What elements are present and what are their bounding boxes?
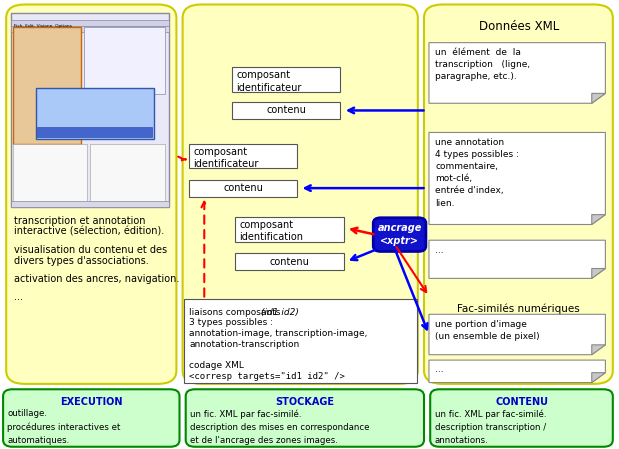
- Polygon shape: [429, 132, 605, 224]
- FancyBboxPatch shape: [3, 389, 180, 447]
- Text: une portion d'image
(un ensemble de pixel): une portion d'image (un ensemble de pixe…: [435, 320, 540, 341]
- Bar: [232, 102, 340, 119]
- Bar: [37, 127, 152, 137]
- Polygon shape: [592, 373, 605, 383]
- Text: annotation-image, transcription-image,: annotation-image, transcription-image,: [189, 329, 368, 338]
- Text: une annotation
4 types possibles :
commentaire,
mot-clé,
entrée d'index,
lien.: une annotation 4 types possibles : comme…: [435, 138, 519, 207]
- Text: ancrage
<xptr>: ancrage <xptr>: [378, 224, 422, 246]
- Polygon shape: [429, 43, 605, 103]
- Text: procédures interactives et: procédures interactives et: [7, 423, 121, 432]
- Bar: [189, 180, 297, 197]
- Bar: [235, 217, 344, 242]
- Text: CONTENU: CONTENU: [495, 397, 548, 407]
- Bar: [36, 88, 154, 139]
- Bar: [232, 67, 340, 92]
- Text: composant
identification: composant identification: [240, 220, 303, 242]
- FancyBboxPatch shape: [430, 389, 613, 447]
- Text: et de l'ancrage des zones images.: et de l'ancrage des zones images.: [190, 436, 338, 445]
- Text: <corresp targets="id1 id2" />: <corresp targets="id1 id2" />: [189, 372, 345, 381]
- Bar: [11, 26, 169, 32]
- Text: (id1 id2): (id1 id2): [261, 308, 298, 317]
- Text: visualisation du contenu et des: visualisation du contenu et des: [14, 245, 167, 255]
- Text: annotation-transcription: annotation-transcription: [189, 340, 300, 349]
- Text: liaisons composants: liaisons composants: [189, 308, 284, 317]
- Text: automatiques.: automatiques.: [7, 436, 70, 445]
- Text: ...: ...: [435, 365, 444, 374]
- Polygon shape: [592, 345, 605, 355]
- Text: ...: ...: [435, 246, 444, 255]
- Bar: [189, 144, 297, 168]
- Text: EXECUTION: EXECUTION: [60, 397, 123, 407]
- Text: un fic. XML par fac-similé.: un fic. XML par fac-similé.: [190, 409, 301, 419]
- Text: description transcription /: description transcription /: [435, 423, 546, 432]
- Text: 3 types possibles :: 3 types possibles :: [189, 318, 274, 327]
- Bar: [11, 13, 169, 207]
- Text: composant
identificateur: composant identificateur: [236, 70, 302, 93]
- FancyBboxPatch shape: [373, 218, 426, 251]
- Polygon shape: [429, 360, 605, 383]
- FancyBboxPatch shape: [424, 4, 613, 384]
- Bar: [11, 201, 169, 207]
- Text: un  élément  de  la
transcription   (ligne,
paragraphe, etc.).: un élément de la transcription (ligne, p…: [435, 48, 530, 81]
- Text: activation des ancres, navigation.: activation des ancres, navigation.: [14, 274, 179, 284]
- Text: divers types d'associations.: divers types d'associations.: [14, 256, 149, 266]
- Text: codage XML: codage XML: [189, 361, 245, 370]
- Text: Fich. Edit. Visionn. Options: Fich. Edit. Visionn. Options: [14, 24, 72, 28]
- Bar: [13, 27, 81, 144]
- Text: transcription et annotation: transcription et annotation: [14, 216, 145, 225]
- Bar: [184, 299, 417, 383]
- Polygon shape: [592, 93, 605, 103]
- Text: ...: ...: [14, 292, 23, 302]
- Text: STOCKAGE: STOCKAGE: [275, 397, 334, 407]
- Polygon shape: [592, 215, 605, 224]
- Text: un fic. XML par fac-similé.: un fic. XML par fac-similé.: [435, 409, 546, 419]
- FancyBboxPatch shape: [186, 389, 424, 447]
- Text: contenu: contenu: [223, 183, 263, 193]
- Text: Fac-similés numériques: Fac-similés numériques: [457, 303, 580, 313]
- Text: contenu: contenu: [269, 257, 310, 267]
- Text: description des mises en correspondance: description des mises en correspondance: [190, 423, 370, 432]
- FancyBboxPatch shape: [6, 4, 176, 384]
- Polygon shape: [429, 314, 605, 355]
- Text: Données XML: Données XML: [478, 20, 559, 33]
- Text: annotations.: annotations.: [435, 436, 488, 445]
- Text: outillage.: outillage.: [7, 409, 48, 418]
- Bar: [13, 144, 87, 202]
- Text: interactive (sélection, édition).: interactive (sélection, édition).: [14, 227, 164, 237]
- Polygon shape: [592, 269, 605, 278]
- Text: composant
identificateur: composant identificateur: [193, 147, 259, 169]
- Text: contenu: contenu: [266, 106, 306, 115]
- Bar: [84, 27, 165, 94]
- Polygon shape: [429, 240, 605, 278]
- Bar: [11, 20, 169, 26]
- FancyBboxPatch shape: [183, 4, 418, 384]
- Bar: [90, 144, 165, 202]
- Bar: [235, 253, 344, 270]
